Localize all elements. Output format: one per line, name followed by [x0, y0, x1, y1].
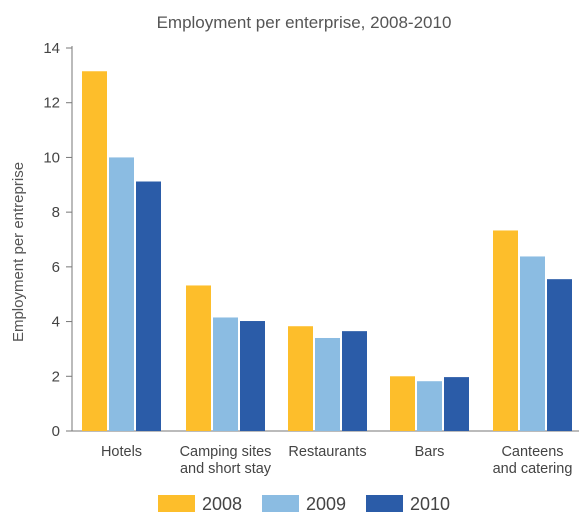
- x-tick-label: Bars: [415, 444, 445, 460]
- x-tick-label: and catering: [493, 461, 573, 477]
- bar-2010-1: [240, 321, 265, 431]
- bar-2008-2: [288, 326, 313, 431]
- bar-2008-4: [493, 230, 518, 431]
- legend-swatch-2010: [366, 495, 403, 512]
- x-tick-label: and short stay: [180, 461, 272, 477]
- y-axis-label: Employment per entreprise: [10, 162, 27, 342]
- y-tick-label: 12: [43, 95, 60, 112]
- x-tick-label: Restaurants: [288, 444, 366, 460]
- bar-2010-3: [444, 377, 469, 431]
- legend-label-2008: 2008: [202, 494, 242, 514]
- bar-2008-1: [186, 285, 211, 431]
- legend: 2008 2009 2010: [158, 494, 450, 514]
- bar-2009-2: [315, 337, 340, 431]
- bar-2009-3: [417, 381, 442, 431]
- legend-label-2010: 2010: [410, 494, 450, 514]
- legend-swatch-2009: [262, 495, 299, 512]
- chart-title: Employment per enterprise, 2008-2010: [157, 13, 452, 32]
- y-tick-label: 4: [52, 314, 60, 331]
- bar-2009-0: [109, 157, 134, 431]
- bar-2009-4: [520, 256, 545, 431]
- x-tick-label: Camping sites: [180, 444, 272, 460]
- y-tick-label: 14: [43, 40, 60, 57]
- bar-2008-3: [390, 376, 415, 431]
- y-tick-label: 10: [43, 149, 60, 166]
- y-tick-label: 6: [52, 259, 60, 276]
- bar-2010-4: [547, 279, 572, 431]
- bars-group: [82, 71, 572, 431]
- bar-2008-0: [82, 71, 107, 431]
- y-tick-label: 8: [52, 204, 60, 221]
- y-tick-label: 2: [52, 368, 60, 385]
- legend-swatch-2008: [158, 495, 195, 512]
- bar-2010-0: [136, 181, 161, 431]
- legend-label-2009: 2009: [306, 494, 346, 514]
- x-tick-label: Hotels: [101, 444, 142, 460]
- bar-2010-2: [342, 331, 367, 431]
- bar-2009-1: [213, 317, 238, 431]
- x-tick-label: Canteens: [501, 444, 563, 460]
- y-tick-label: 0: [52, 423, 60, 440]
